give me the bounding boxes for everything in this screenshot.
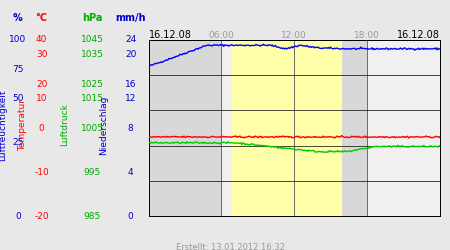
Text: 75: 75 [12, 65, 23, 74]
Text: 40: 40 [36, 36, 47, 44]
Text: 50: 50 [12, 94, 23, 103]
Text: 1035: 1035 [81, 50, 104, 59]
Text: 20: 20 [36, 80, 47, 88]
Text: 12:00: 12:00 [281, 31, 307, 40]
Bar [232, 40, 342, 216]
Text: 8: 8 [128, 124, 134, 132]
Text: 24: 24 [125, 36, 136, 44]
Bar [148, 40, 221, 216]
Text: 25: 25 [12, 138, 23, 147]
Text: 12: 12 [125, 94, 136, 103]
Text: Luftfeuchtigkeit: Luftfeuchtigkeit [0, 89, 7, 161]
Text: 1025: 1025 [81, 80, 104, 88]
Text: Erstellt: 13.01.2012 16:32: Erstellt: 13.01.2012 16:32 [176, 243, 285, 250]
Text: Temperatur: Temperatur [18, 99, 27, 151]
Text: 0: 0 [128, 212, 134, 221]
Text: 0: 0 [15, 212, 21, 221]
Text: 16: 16 [125, 80, 136, 88]
Text: mm/h: mm/h [116, 13, 146, 23]
Text: 20: 20 [125, 50, 136, 59]
Text: 1005: 1005 [81, 124, 104, 132]
Text: 995: 995 [83, 168, 101, 177]
Text: 1015: 1015 [81, 94, 104, 103]
Text: -10: -10 [34, 168, 49, 177]
Text: 100: 100 [9, 36, 27, 44]
Text: %: % [13, 13, 22, 23]
Text: °C: °C [36, 13, 48, 23]
Text: Luftdruck: Luftdruck [60, 104, 69, 146]
Bar [221, 40, 294, 216]
Bar [294, 40, 367, 216]
Text: 18:00: 18:00 [354, 31, 380, 40]
Text: 4: 4 [128, 168, 134, 177]
Text: 06:00: 06:00 [208, 31, 234, 40]
Text: 16.12.08: 16.12.08 [397, 30, 440, 40]
Text: Niederschlag: Niederschlag [99, 95, 108, 155]
Text: 16.12.08: 16.12.08 [148, 30, 191, 40]
Text: 30: 30 [36, 50, 47, 59]
Text: -20: -20 [34, 212, 49, 221]
Text: 0: 0 [39, 124, 45, 132]
Bar [367, 40, 440, 216]
Text: hPa: hPa [82, 13, 102, 23]
Text: 1045: 1045 [81, 36, 104, 44]
Text: 985: 985 [83, 212, 101, 221]
Text: 10: 10 [36, 94, 47, 103]
